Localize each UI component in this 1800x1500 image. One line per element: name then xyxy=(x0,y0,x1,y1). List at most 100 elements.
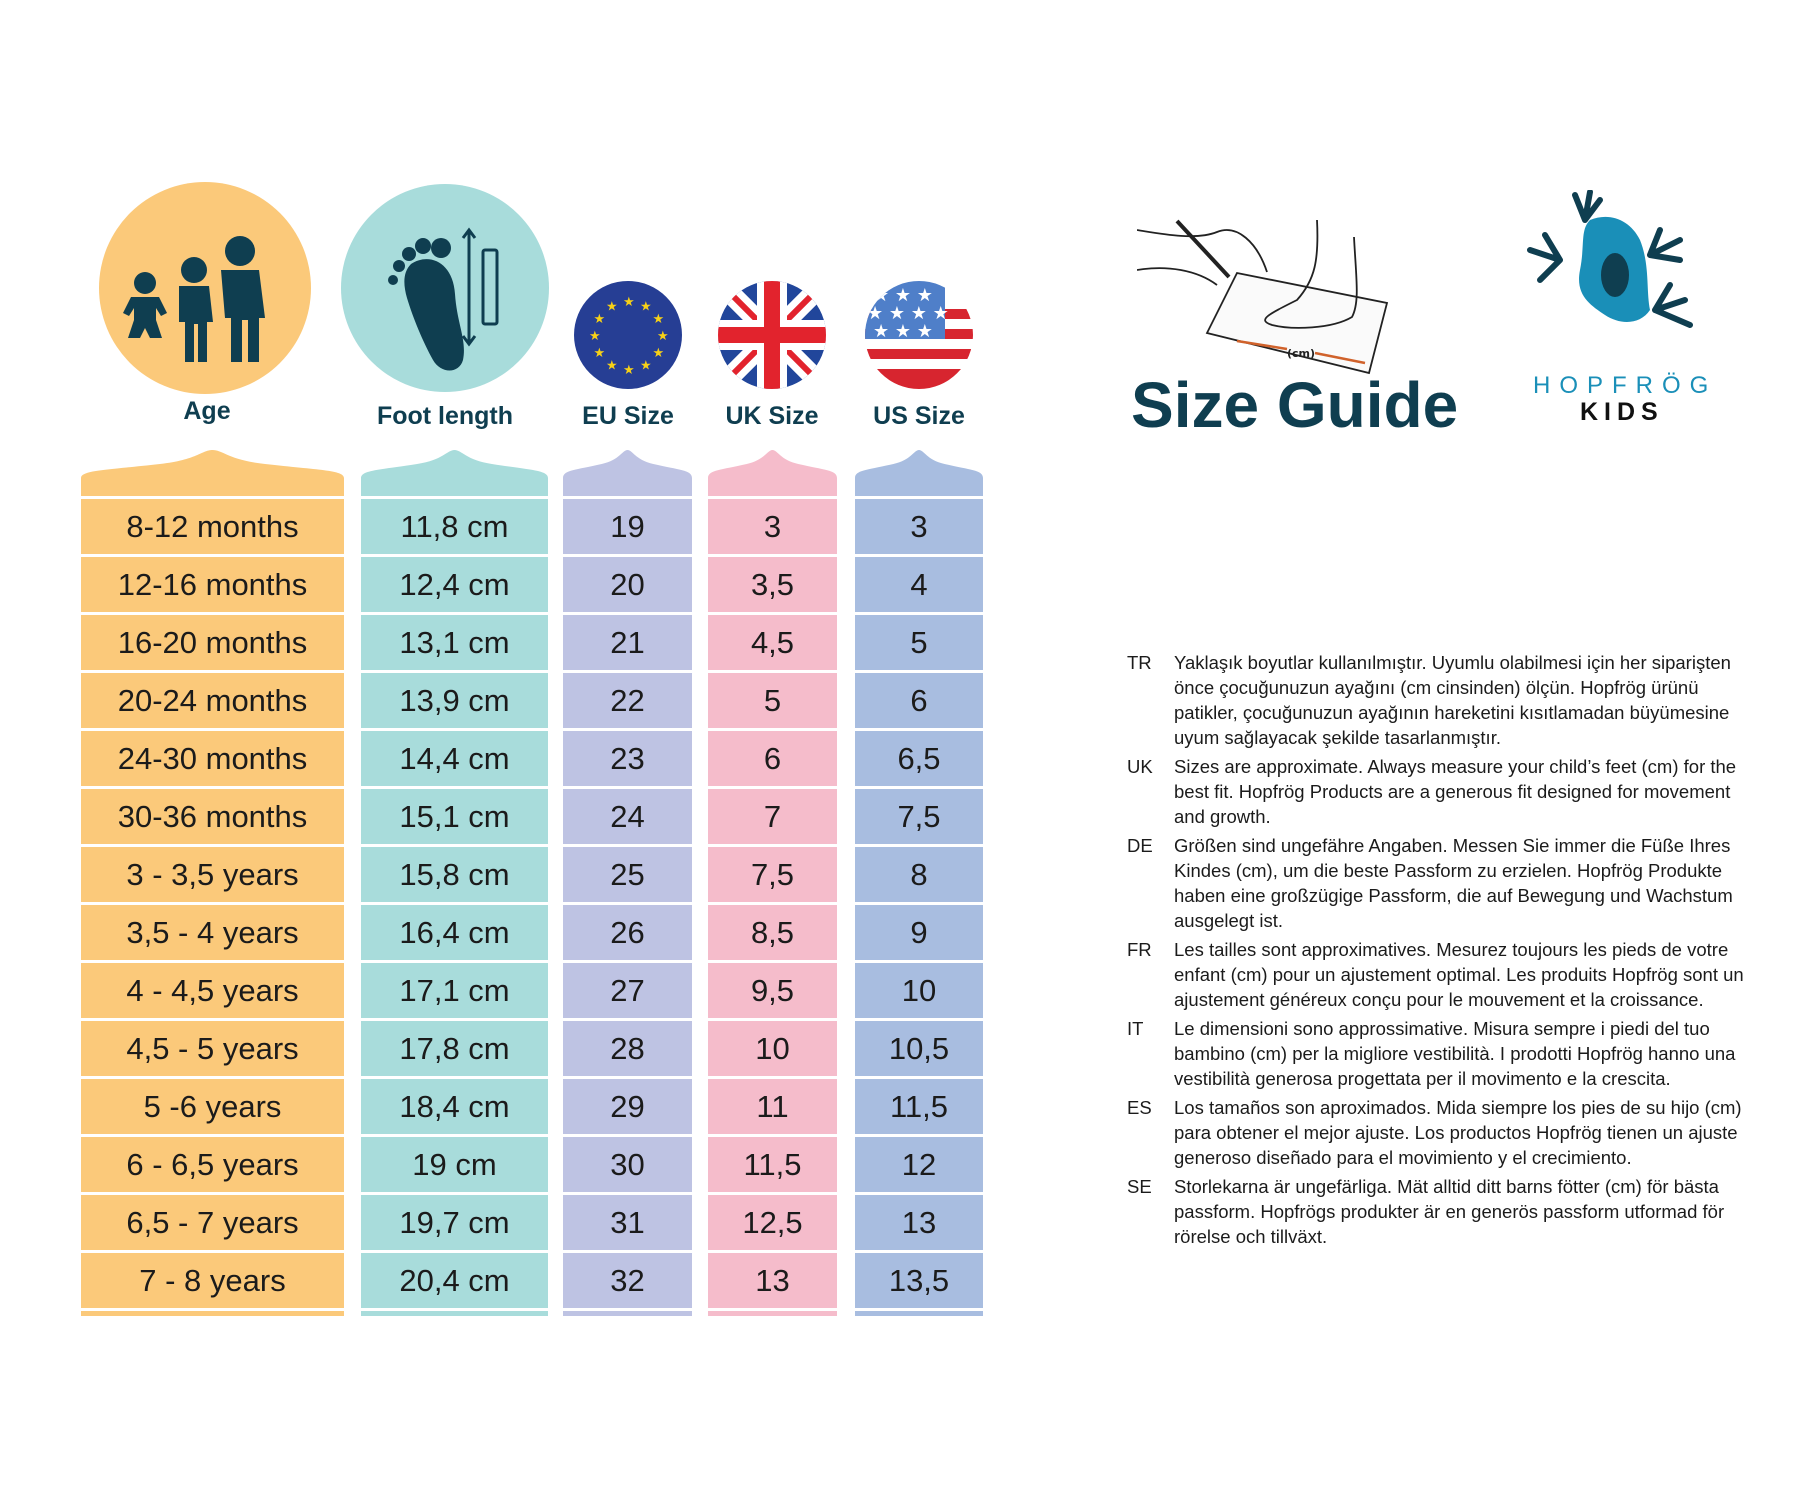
table-cell-us: 10,5 xyxy=(855,1021,983,1076)
note-tr: TR Yaklaşık boyutlar kullanılmıştır. Uyum… xyxy=(1127,650,1747,750)
table-cell-age: 5 -6 years xyxy=(81,1079,344,1134)
table-cell-eu: 23 xyxy=(563,731,692,786)
table-cell-foot: 17,8 cm xyxy=(361,1021,548,1076)
column-header-cap xyxy=(563,450,692,496)
table-cell-foot: 15,1 cm xyxy=(361,789,548,844)
column-header-cap xyxy=(708,450,837,496)
table-cell-eu: 30 xyxy=(563,1137,692,1192)
children-growth-icon xyxy=(123,236,265,362)
column-us-size: 3 4 5 6 6,5 7,5 8 9 10 10,5 11,5 12 13 13,5 xyxy=(855,450,983,1316)
note-text: Storlekarna är ungefärliga. Mät alltid d… xyxy=(1174,1176,1725,1247)
table-cell-age: 7 - 8 years xyxy=(81,1253,344,1308)
table-cell-foot: 17,1 cm xyxy=(361,963,548,1018)
eu-star-icon: ★ xyxy=(640,357,652,372)
table-cell-eu: 24 xyxy=(563,789,692,844)
table-cell-eu: 32 xyxy=(563,1253,692,1308)
note-se: SE Storlekarna är ungefärliga. Mät alltid… xyxy=(1127,1174,1747,1249)
table-cell-foot: 12,4 cm xyxy=(361,557,548,612)
svg-text:★ ★ ★ ★: ★ ★ ★ ★ xyxy=(867,303,949,324)
note-it: IT Le dimensioni sono approssimative. Mis… xyxy=(1127,1016,1747,1091)
column-footer-strip xyxy=(81,1311,344,1316)
eu-flag: ★ ★ ★ ★ ★ ★ ★ ★ ★ ★ ★ ★ xyxy=(574,281,682,389)
table-cell-age: 3,5 - 4 years xyxy=(81,905,344,960)
table-cell-foot: 11,8 cm xyxy=(361,499,548,554)
table-cell-age: 20-24 months xyxy=(81,673,344,728)
table-cell-foot: 15,8 cm xyxy=(361,847,548,902)
eu-star-icon: ★ xyxy=(606,299,618,314)
table-cell-eu: 22 xyxy=(563,673,692,728)
table-cell-uk: 11,5 xyxy=(708,1137,837,1192)
column-label-eu-size: EU Size xyxy=(582,402,674,430)
table-cell-foot: 13,9 cm xyxy=(361,673,548,728)
table-cell-uk: 13 xyxy=(708,1253,837,1308)
table-cell-us: 10 xyxy=(855,963,983,1018)
language-code: UK xyxy=(1127,756,1153,777)
eu-star-icon: ★ xyxy=(623,362,635,377)
table-cell-eu: 28 xyxy=(563,1021,692,1076)
note-text: Yaklaşık boyutlar kullanılmıştır. Uyumlu… xyxy=(1174,652,1731,748)
table-cell-uk: 12,5 xyxy=(708,1195,837,1250)
language-code: FR xyxy=(1127,939,1152,960)
foot-measuring-illustration: (cm) xyxy=(1137,219,1389,375)
eu-star-icon: ★ xyxy=(606,357,618,372)
brand-sub: KIDS xyxy=(1580,398,1664,426)
column-uk-size: 3 3,5 4,5 5 6 7 7,5 8,5 9,5 10 11 11,5 12,5 13 xyxy=(708,450,837,1316)
age-icon-circle xyxy=(99,182,311,394)
note-fr: FR Les tailles sont approximatives. Mesur… xyxy=(1127,937,1747,1012)
column-footer-strip xyxy=(708,1311,837,1316)
hopfrog-frog-logo-icon xyxy=(1527,190,1693,328)
eu-star-icon: ★ xyxy=(594,311,606,326)
table-cell-us: 6 xyxy=(855,673,983,728)
eu-star-icon: ★ xyxy=(589,328,601,343)
column-footer-strip xyxy=(563,1311,692,1316)
table-cell-age: 3 - 3,5 years xyxy=(81,847,344,902)
table-cell-age: 8-12 months xyxy=(81,499,344,554)
table-cell-uk: 8,5 xyxy=(708,905,837,960)
table-cell-age: 24-30 months xyxy=(81,731,344,786)
eu-star-icon: ★ xyxy=(652,345,664,360)
table-cell-us: 7,5 xyxy=(855,789,983,844)
table-cell-foot: 20,4 cm xyxy=(361,1253,548,1308)
eu-star-icon: ★ xyxy=(594,345,606,360)
table-cell-us: 8 xyxy=(855,847,983,902)
table-cell-us: 9 xyxy=(855,905,983,960)
multilingual-notes: TR Yaklaşık boyutlar kullanılmıştır. Uyum… xyxy=(1127,650,1747,1253)
column-label-foot-length: Foot length xyxy=(376,402,514,430)
uk-flag xyxy=(718,281,826,389)
table-cell-uk: 3 xyxy=(708,499,837,554)
table-cell-uk: 5 xyxy=(708,673,837,728)
table-cell-foot: 19 cm xyxy=(361,1137,548,1192)
table-cell-uk: 10 xyxy=(708,1021,837,1076)
note-de: DE Größen sind ungefähre Angaben. Messen … xyxy=(1127,833,1747,933)
table-cell-us: 3 xyxy=(855,499,983,554)
uk-flag-icon xyxy=(718,281,826,389)
brand-name: HOPFRÖG xyxy=(1533,372,1718,399)
table-cell-eu: 20 xyxy=(563,557,692,612)
table-cell-age: 4,5 - 5 years xyxy=(81,1021,344,1076)
table-cell-us: 4 xyxy=(855,557,983,612)
table-cell-us: 13,5 xyxy=(855,1253,983,1308)
table-cell-uk: 7,5 xyxy=(708,847,837,902)
eu-flag-icon: ★ ★★★★★★★★★★★ xyxy=(589,294,669,377)
table-cell-eu: 19 xyxy=(563,499,692,554)
note-text: Sizes are approximate. Always measure yo… xyxy=(1174,756,1737,827)
table-cell-age: 6,5 - 7 years xyxy=(81,1195,344,1250)
column-header-cap xyxy=(361,450,548,496)
unit-label: (cm) xyxy=(1287,347,1315,360)
table-cell-foot: 16,4 cm xyxy=(361,905,548,960)
column-header-cap xyxy=(855,450,983,496)
eu-star-icon: ★ xyxy=(657,328,669,343)
table-cell-foot: 18,4 cm xyxy=(361,1079,548,1134)
table-cell-uk: 9,5 xyxy=(708,963,837,1018)
table-cell-foot: 13,1 cm xyxy=(361,615,548,670)
column-eu-size: 19 20 21 22 23 24 25 26 27 28 29 30 31 32 xyxy=(563,450,692,1316)
svg-text:★ ★ ★: ★ ★ ★ xyxy=(873,285,933,306)
note-uk: UK Sizes are approximate. Always measure … xyxy=(1127,754,1747,829)
column-label-age: Age xyxy=(183,397,231,425)
note-text: Les tailles sont approximatives. Mesurez… xyxy=(1174,939,1744,1010)
table-cell-uk: 4,5 xyxy=(708,615,837,670)
page-title: Size Guide xyxy=(1131,369,1459,441)
note-text: Le dimensioni sono approssimative. Misur… xyxy=(1174,1018,1736,1089)
svg-text:★ ★ ★: ★ ★ ★ xyxy=(873,321,933,342)
table-cell-uk: 7 xyxy=(708,789,837,844)
